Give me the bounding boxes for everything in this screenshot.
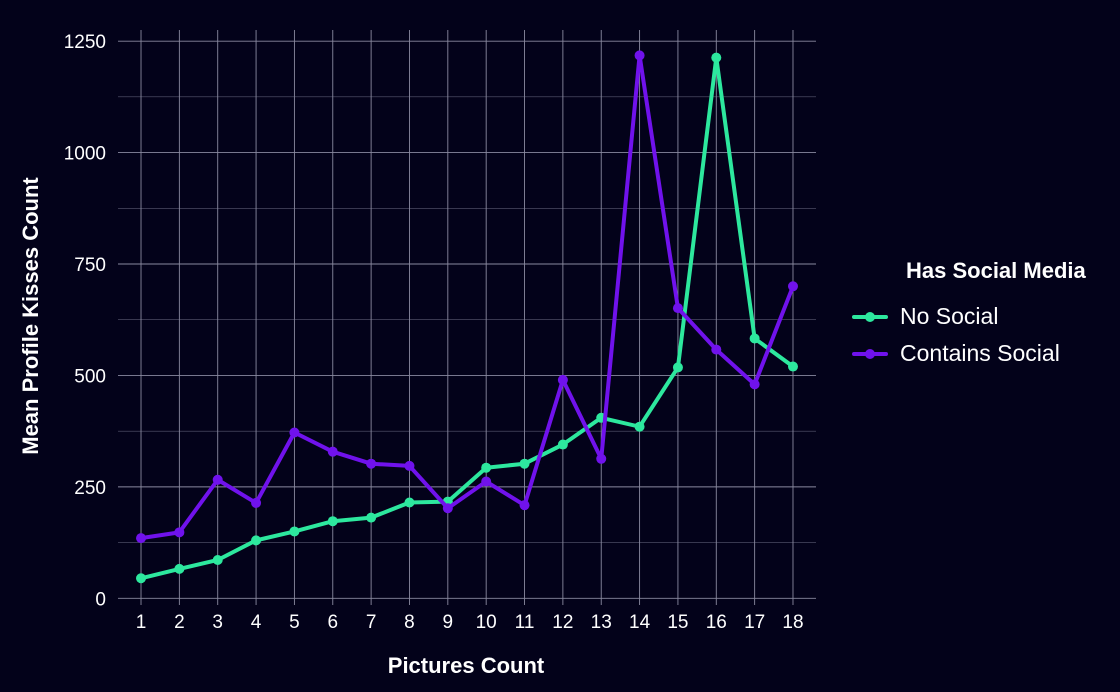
y-tick-label: 0: [95, 589, 106, 610]
x-tick-label: 8: [404, 612, 415, 633]
grid-lines: [118, 30, 816, 605]
series-lines: [136, 50, 798, 584]
legend-item-contains-social: Contains Social: [852, 335, 1120, 372]
data-point: [634, 421, 645, 432]
data-point: [442, 503, 453, 514]
data-point: [672, 303, 683, 314]
data-point: [634, 50, 645, 61]
data-point: [136, 573, 147, 584]
data-point: [404, 497, 415, 508]
x-tick-label: 9: [443, 612, 454, 633]
data-point: [711, 52, 722, 63]
series-line: [139, 53, 795, 541]
data-point: [749, 333, 760, 344]
data-point: [749, 379, 760, 390]
y-tick-label: 500: [74, 366, 106, 387]
x-tick-label: 2: [174, 612, 185, 633]
data-point: [251, 535, 262, 546]
y-tick-labels: 0 250 500 750 1000 1250: [64, 32, 106, 610]
legend-label: No Social: [900, 303, 999, 329]
x-tick-label: 1: [136, 612, 147, 633]
data-point: [366, 512, 377, 523]
data-point: [174, 563, 185, 574]
data-point: [481, 476, 492, 487]
x-tick-label: 4: [251, 612, 262, 633]
data-point: [519, 458, 530, 469]
x-tick-label: 15: [667, 612, 688, 633]
y-tick-label: 750: [74, 255, 106, 276]
legend-label: Contains Social: [900, 340, 1060, 366]
x-tick-label: 18: [782, 612, 803, 633]
data-point: [327, 446, 338, 457]
data-point: [327, 516, 338, 527]
legend-key-contains-social: [852, 344, 888, 364]
x-tick-label: 10: [476, 612, 497, 633]
x-axis-label: Pictures Count: [388, 653, 545, 678]
data-point: [251, 497, 262, 508]
data-point: [212, 554, 223, 565]
data-point: [557, 374, 568, 385]
data-point: [174, 527, 185, 538]
data-point: [596, 453, 607, 464]
data-point: [557, 439, 568, 450]
x-tick-labels: 1 2 3 4 5 6 7 8 9 10 11 12 13 14 15 16 17 18: [136, 612, 804, 633]
legend-item-no-social: No Social: [852, 298, 1120, 335]
data-point: [404, 460, 415, 471]
x-tick-label: 14: [629, 612, 651, 633]
data-point: [136, 533, 147, 544]
x-tick-label: 3: [212, 612, 223, 633]
data-point: [212, 474, 223, 485]
data-point: [711, 344, 722, 355]
data-point: [672, 362, 683, 373]
y-tick-label: 250: [74, 478, 106, 499]
x-tick-label: 13: [591, 612, 612, 633]
data-point: [289, 427, 300, 438]
data-point: [481, 462, 492, 473]
data-point: [787, 281, 798, 292]
x-tick-label: 16: [706, 612, 727, 633]
y-tick-label: 1000: [64, 144, 106, 165]
x-tick-label: 12: [552, 612, 573, 633]
series-1: [136, 50, 798, 544]
y-tick-label: 1250: [64, 32, 106, 53]
data-point: [366, 458, 377, 469]
y-axis-label: Mean Profile Kisses Count: [18, 177, 43, 455]
series-line: [139, 55, 795, 581]
data-point: [289, 526, 300, 537]
x-tick-label: 5: [289, 612, 300, 633]
x-tick-label: 6: [327, 612, 338, 633]
data-point: [519, 500, 530, 511]
legend-key-no-social: [852, 307, 888, 327]
legend-title: Has Social Media: [906, 258, 1086, 283]
x-tick-label: 17: [744, 612, 765, 633]
series-0: [136, 52, 798, 584]
data-point: [787, 361, 798, 372]
x-tick-label: 11: [515, 612, 535, 633]
legend: Has Social Media No Social Contains Soci…: [852, 258, 1120, 372]
x-tick-label: 7: [366, 612, 377, 633]
